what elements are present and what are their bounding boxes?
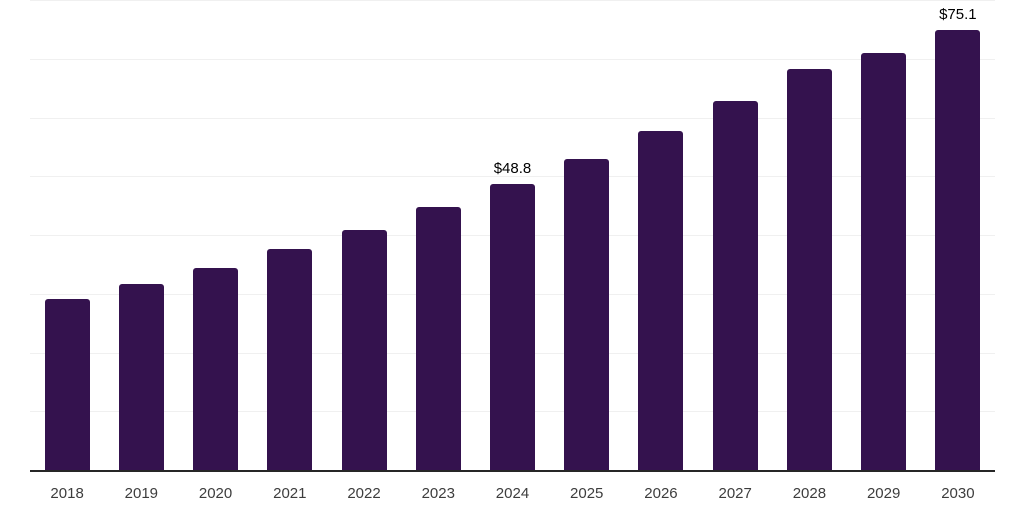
- bar-2023: [415, 207, 461, 471]
- gridline: [30, 58, 995, 60]
- gridline: [30, 176, 995, 178]
- x-tick-label-2019: 2019: [124, 485, 159, 502]
- bar-2024: [490, 184, 535, 471]
- plot-area: $48.8 $75.1: [30, 0, 995, 471]
- bar-2019: [118, 283, 164, 471]
- bar-2028: [786, 68, 832, 471]
- x-tick-label-2030: 2030: [941, 485, 975, 502]
- x-tick-label-2021: 2021: [273, 485, 307, 502]
- bar-2027: [712, 100, 758, 471]
- bar-2018: [44, 298, 90, 471]
- bar-2020: [193, 267, 239, 471]
- x-tick-label-2025: 2025: [570, 485, 604, 502]
- bar-2022: [341, 229, 387, 471]
- bar-2029: [861, 53, 907, 471]
- bar-2026: [638, 130, 684, 471]
- x-tick-label-2018: 2018: [50, 485, 84, 502]
- x-tick-label-2028: 2028: [792, 485, 827, 502]
- gridline: [30, 117, 995, 119]
- x-axis-labels: 2018 2019 2020 2021 2022 2023 2024 2025 2026 2027…: [0, 484, 1024, 508]
- value-label-2030: $75.1: [939, 5, 977, 23]
- x-axis-line: [30, 470, 995, 472]
- gridline: [30, 0, 995, 1]
- x-tick-label-2020: 2020: [198, 485, 233, 502]
- bar-2025: [564, 159, 610, 471]
- value-label-2024: $48.8: [493, 160, 532, 178]
- x-tick-label-2022: 2022: [347, 485, 381, 502]
- x-tick-label-2029: 2029: [866, 485, 901, 502]
- x-tick-label-2026: 2026: [644, 485, 678, 502]
- bar-2030: [935, 29, 981, 471]
- x-tick-label-2023: 2023: [421, 485, 455, 502]
- bar-2021: [267, 248, 313, 471]
- x-tick-label-2027: 2027: [718, 485, 752, 502]
- x-tick-label-2024: 2024: [495, 485, 530, 502]
